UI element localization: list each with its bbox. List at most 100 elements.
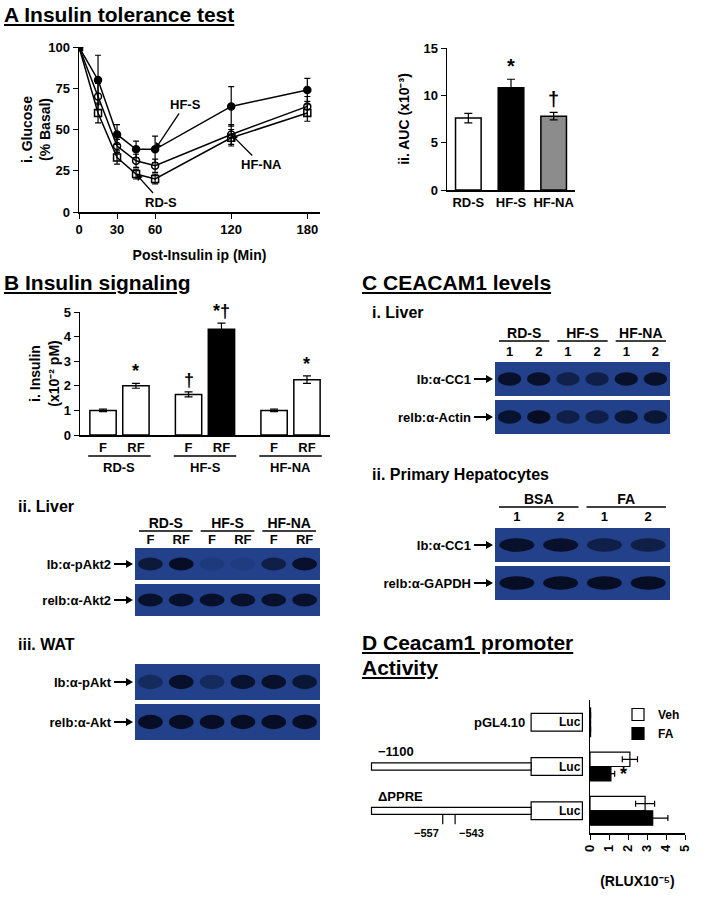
svg-text:BSA: BSA xyxy=(524,491,554,507)
svg-text:Luc: Luc xyxy=(559,804,581,818)
svg-text:1: 1 xyxy=(513,509,520,524)
svg-text:HF-NA: HF-NA xyxy=(533,195,574,210)
svg-text:RF: RF xyxy=(296,532,313,547)
svg-text:4: 4 xyxy=(64,329,72,344)
svg-text:120: 120 xyxy=(220,222,242,237)
svg-text:(RLUX10⁻⁵): (RLUX10⁻⁵) xyxy=(600,873,675,889)
svg-text:1: 1 xyxy=(564,344,571,359)
svg-text:ii. Primary Hepatocytes: ii. Primary Hepatocytes xyxy=(372,466,549,483)
svg-text:pGL4.10: pGL4.10 xyxy=(474,715,525,730)
svg-text:F: F xyxy=(99,440,107,455)
svg-text:ΔPPRE: ΔPPRE xyxy=(378,789,423,804)
svg-text:0: 0 xyxy=(75,222,82,237)
svg-text:−543: −543 xyxy=(459,827,484,839)
svg-text:1: 1 xyxy=(64,403,71,418)
svg-text:FA: FA xyxy=(617,491,635,507)
svg-text:i. Liver: i. Liver xyxy=(372,304,424,321)
svg-text:HF-NA: HF-NA xyxy=(270,460,311,475)
svg-text:2: 2 xyxy=(652,344,659,359)
svg-text:RD-S: RD-S xyxy=(507,325,541,341)
svg-text:0: 0 xyxy=(582,845,597,852)
svg-text:60: 60 xyxy=(148,222,162,237)
svg-text:0: 0 xyxy=(63,205,70,220)
svg-text:25: 25 xyxy=(55,163,69,178)
svg-text:HF-NA: HF-NA xyxy=(267,515,311,531)
svg-text:−557: −557 xyxy=(414,827,439,839)
svg-text:1: 1 xyxy=(601,509,608,524)
svg-text:relb:α-Akt: relb:α-Akt xyxy=(50,715,112,730)
svg-text:relb:α-Akt2: relb:α-Akt2 xyxy=(42,593,111,608)
svg-text:2: 2 xyxy=(535,344,542,359)
svg-text:F: F xyxy=(270,440,278,455)
svg-text:3: 3 xyxy=(64,354,71,369)
svg-text:F: F xyxy=(185,440,193,455)
svg-text:4: 4 xyxy=(658,844,673,852)
svg-text:2: 2 xyxy=(64,378,71,393)
svg-text:†: † xyxy=(548,88,559,110)
svg-text:0: 0 xyxy=(64,428,71,443)
svg-text:100: 100 xyxy=(48,40,70,55)
svg-text:1: 1 xyxy=(601,845,616,852)
svg-text:10: 10 xyxy=(423,88,437,103)
svg-text:HF-S: HF-S xyxy=(566,325,599,341)
svg-text:*: * xyxy=(620,764,627,784)
svg-text:HF-S: HF-S xyxy=(496,195,527,210)
svg-text:F: F xyxy=(208,532,216,547)
svg-text:ii. AUC (x10⁻³): ii. AUC (x10⁻³) xyxy=(396,73,412,165)
svg-text:Veh: Veh xyxy=(658,708,679,722)
svg-text:†: † xyxy=(184,370,194,390)
svg-text:RF: RF xyxy=(213,440,230,455)
svg-text:2: 2 xyxy=(645,509,652,524)
svg-text:iii. WAT: iii. WAT xyxy=(18,636,75,653)
svg-text:F: F xyxy=(146,532,154,547)
svg-text:75: 75 xyxy=(55,81,69,96)
svg-text:RD-S: RD-S xyxy=(149,515,183,531)
svg-text:*: * xyxy=(507,55,515,77)
svg-text:5: 5 xyxy=(431,135,438,150)
svg-text:0: 0 xyxy=(431,183,438,198)
svg-text:RF: RF xyxy=(173,532,190,547)
svg-text:Ib:α-CC1: Ib:α-CC1 xyxy=(417,538,471,553)
svg-text:*: * xyxy=(303,354,310,374)
svg-text:*: * xyxy=(132,361,139,381)
svg-text:HF-S: HF-S xyxy=(190,460,221,475)
svg-text:i. Insulin(x10⁻² pM): i. Insulin(x10⁻² pM) xyxy=(27,340,61,406)
svg-text:HF-NA: HF-NA xyxy=(619,325,663,341)
svg-text:2: 2 xyxy=(593,344,600,359)
svg-text:−1100: −1100 xyxy=(378,744,414,759)
svg-text:180: 180 xyxy=(296,222,318,237)
svg-text:HF-S: HF-S xyxy=(170,97,201,112)
svg-text:RF: RF xyxy=(234,532,251,547)
svg-text:Ib:α-pAkt: Ib:α-pAkt xyxy=(54,675,112,690)
svg-text:3: 3 xyxy=(639,845,654,852)
svg-text:*†: *† xyxy=(213,301,230,321)
svg-text:1: 1 xyxy=(506,344,513,359)
svg-text:Luc: Luc xyxy=(559,715,581,729)
svg-text:Ib:α-pAkt2: Ib:α-pAkt2 xyxy=(47,557,111,572)
svg-text:i. Glucose(% Basal): i. Glucose(% Basal) xyxy=(19,96,53,163)
svg-text:RD-S: RD-S xyxy=(452,195,484,210)
svg-text:relb:α-Actin: relb:α-Actin xyxy=(398,410,471,425)
svg-text:2: 2 xyxy=(557,509,564,524)
svg-text:ii. Liver: ii. Liver xyxy=(18,498,74,515)
svg-text:RD-S: RD-S xyxy=(103,460,135,475)
svg-text:FA: FA xyxy=(658,727,674,741)
svg-text:RD-S: RD-S xyxy=(145,195,177,210)
svg-text:RF: RF xyxy=(127,440,144,455)
svg-text:Post-Insulin ip (Min): Post-Insulin ip (Min) xyxy=(133,247,267,263)
svg-text:Luc: Luc xyxy=(559,760,581,774)
svg-text:50: 50 xyxy=(55,122,69,137)
svg-text:Ib:α-CC1: Ib:α-CC1 xyxy=(417,372,471,387)
svg-text:5: 5 xyxy=(677,845,692,852)
svg-text:30: 30 xyxy=(110,222,124,237)
svg-text:RF: RF xyxy=(298,440,315,455)
svg-text:F: F xyxy=(270,532,278,547)
svg-text:2: 2 xyxy=(620,845,635,852)
svg-text:relb:α-GAPDH: relb:α-GAPDH xyxy=(384,576,471,591)
svg-text:HF-S: HF-S xyxy=(211,515,244,531)
svg-text:15: 15 xyxy=(423,41,437,56)
svg-text:HF-NA: HF-NA xyxy=(241,157,282,172)
svg-text:1: 1 xyxy=(623,344,630,359)
html-text:D Ceacam1 promoter Activity: D Ceacam1 promoter Activity xyxy=(362,631,574,679)
svg-text:5: 5 xyxy=(64,305,71,320)
